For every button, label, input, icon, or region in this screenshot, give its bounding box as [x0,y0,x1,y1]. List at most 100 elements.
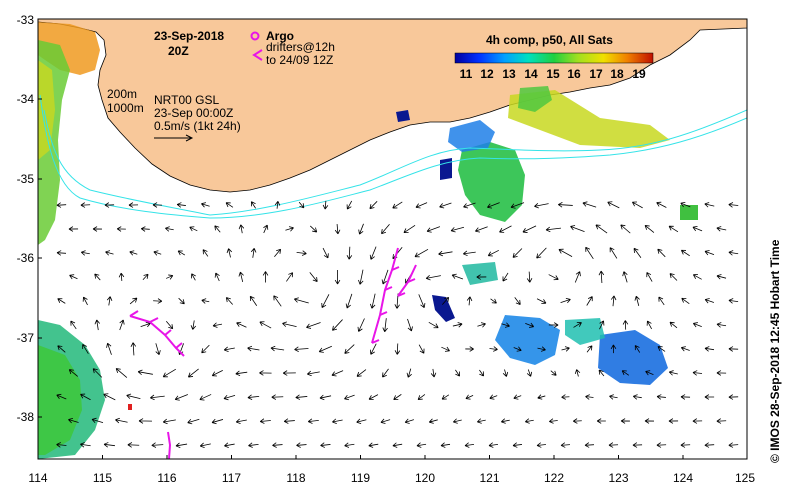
isobath-label-200m: 200m [107,87,137,101]
current-vector [321,294,330,308]
current-vector [115,368,128,378]
y-tick-label: -37 [17,331,35,345]
current-vector [414,248,429,258]
current-vector [646,272,653,282]
vector-scale-label: 0.5m/s (1kt 24h) [154,119,241,133]
current-vector [199,442,211,449]
sst-patch-dark-2 [396,110,410,122]
current-vector [477,322,486,328]
current-vector [728,346,739,352]
current-vector [177,250,186,256]
x-tick-label: 116 [157,471,176,485]
current-vector [138,418,152,424]
current-vector [704,250,715,256]
current-vector [153,298,163,304]
current-vector [489,346,498,352]
current-vector [270,345,285,352]
current-vector [103,393,116,401]
y-axis: -33 -34 -35 -36 -37 -38 [17,13,35,424]
current-vector [634,295,640,306]
current-vector [512,248,523,258]
current-vector [357,318,365,332]
sst-patch-east-coast-green [518,86,552,112]
current-vector [550,370,557,376]
current-vector [293,297,309,304]
colorbar-tick: 12 [480,67,494,81]
current-vector [140,321,151,328]
current-vector [274,248,282,258]
current-vector [526,369,533,377]
current-vector [165,226,174,232]
current-vector [235,370,248,376]
current-vector [332,418,343,424]
current-vector [128,202,139,208]
current-vector [716,418,727,424]
current-vector [526,271,533,283]
current-vector [502,272,509,282]
current-vector [345,293,353,309]
current-vector [668,418,679,424]
sst-patch-west-yellow [38,60,55,160]
current-vector [190,320,197,330]
current-vector [657,248,666,258]
current-vector [223,346,235,352]
current-vector [622,271,628,283]
current-vector [187,418,200,425]
current-vector [620,224,631,234]
current-vector [608,442,619,448]
current-vector [115,417,128,424]
current-vector [178,297,185,305]
colorbar-title: 4h comp, p50, All Sats [486,33,613,47]
current-vector [573,322,582,328]
drifter-legend-icon [252,49,263,61]
current-vector [271,394,284,400]
current-vector [632,394,642,400]
current-vector [394,343,401,355]
current-vector [262,271,269,283]
current-vector [294,346,309,352]
current-vector [704,346,715,352]
current-vector [68,417,79,424]
current-vector [201,298,210,304]
current-vector [331,370,344,377]
current-vector [490,298,497,304]
sst-patch-southwest-inner [38,345,82,455]
x-tick-label: 124 [673,471,693,485]
current-vector [82,343,89,354]
sst-patch-dark-3 [440,158,452,180]
current-vector [548,322,559,328]
current-vector [560,442,570,448]
current-vector [501,322,510,328]
current-vector [418,344,425,354]
current-vector [536,442,546,448]
current-vector [692,322,702,328]
x-tick-label: 120 [415,471,435,485]
current-vector [728,202,739,208]
sst-patch-central [458,142,525,222]
current-vector [356,418,367,424]
current-vector [501,418,510,424]
sst-patch-red-dot [128,404,132,410]
current-vector [537,346,546,352]
current-vector [57,345,66,353]
current-vector [103,442,115,448]
current-vector [669,273,678,281]
current-vector [236,321,247,328]
current-vector [392,442,403,448]
current-vector [634,345,641,353]
current-vector [465,394,474,400]
current-vector [512,442,523,448]
current-vector [476,274,487,280]
current-vector [68,226,79,232]
current-vector [201,202,210,208]
y-tick-label: -35 [17,172,35,186]
current-vector [574,369,581,377]
current-vector [450,226,465,233]
current-vector [152,202,162,208]
x-tick-label: 122 [544,471,564,485]
drifters-label-2: to 24/09 12Z [266,53,333,67]
current-vector [393,394,402,401]
current-vector [369,246,377,260]
current-vector [259,321,272,329]
map-time: 20Z [168,44,189,58]
